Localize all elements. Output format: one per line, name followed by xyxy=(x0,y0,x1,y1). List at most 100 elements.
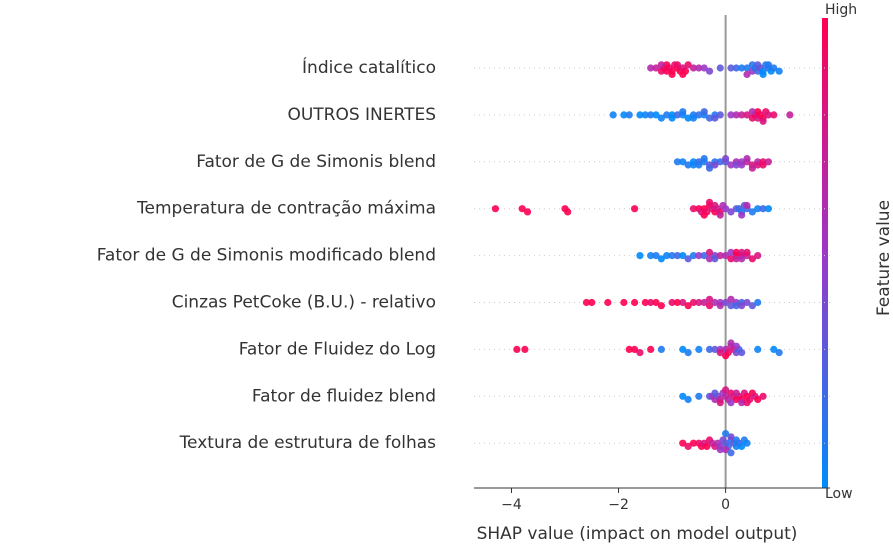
dot xyxy=(727,248,735,256)
y-tick-label: Fator de Fluidez do Log xyxy=(239,339,436,359)
dot xyxy=(754,395,762,404)
dot xyxy=(722,386,730,394)
dot xyxy=(711,345,719,353)
dot xyxy=(770,111,778,119)
dot xyxy=(705,198,714,206)
dot xyxy=(657,255,665,263)
dot xyxy=(679,108,687,116)
x-tick-label: 0 xyxy=(721,497,730,513)
dot xyxy=(716,111,724,119)
dot xyxy=(743,439,751,447)
dot xyxy=(700,108,708,116)
dot xyxy=(604,298,612,307)
dot xyxy=(625,111,633,119)
dot xyxy=(759,70,767,78)
colorbar-low: Low xyxy=(825,486,853,502)
dot xyxy=(491,205,500,213)
dot xyxy=(620,298,628,307)
dot xyxy=(716,446,724,454)
dot xyxy=(754,108,762,116)
dot xyxy=(743,248,751,256)
dot xyxy=(652,298,660,307)
colorbar xyxy=(822,18,828,488)
dot xyxy=(521,345,529,353)
dot xyxy=(759,392,767,400)
dot xyxy=(754,298,762,307)
dot xyxy=(764,111,773,119)
dot xyxy=(716,349,724,357)
dot xyxy=(673,298,682,307)
y-tick-label: Fator de G de Simonis modificado blend xyxy=(97,246,436,266)
dot xyxy=(641,298,649,307)
dot xyxy=(743,399,751,407)
dot xyxy=(705,67,714,75)
dot xyxy=(636,252,644,260)
dot xyxy=(663,61,671,69)
dot xyxy=(748,61,756,69)
dot xyxy=(705,255,714,263)
dot xyxy=(695,392,703,400)
y-tick-label: Índice catalítico xyxy=(302,56,436,78)
dot xyxy=(695,161,703,169)
dot xyxy=(705,302,714,310)
dot xyxy=(679,345,687,353)
dot xyxy=(652,252,660,260)
colorbar-label: Feature value xyxy=(874,200,893,316)
dot xyxy=(657,302,665,310)
dot xyxy=(684,114,692,122)
x-tick-label: −4 xyxy=(501,497,522,513)
dot xyxy=(652,111,660,119)
dot xyxy=(679,392,687,400)
dot xyxy=(727,208,735,216)
dot xyxy=(684,255,692,263)
dot xyxy=(588,298,596,307)
dot xyxy=(743,64,751,72)
dot xyxy=(759,161,767,169)
dot xyxy=(748,164,756,172)
dot xyxy=(727,295,735,303)
dot xyxy=(732,302,740,310)
dot xyxy=(625,345,633,353)
dot xyxy=(716,158,724,166)
dot xyxy=(647,298,655,307)
dot xyxy=(647,252,655,260)
dot xyxy=(641,111,649,119)
dot xyxy=(738,64,746,72)
dot xyxy=(711,114,719,122)
dot xyxy=(722,446,730,454)
dot xyxy=(727,161,735,169)
dot xyxy=(631,345,639,353)
dot xyxy=(657,114,665,122)
dot xyxy=(764,158,773,166)
dot xyxy=(663,111,671,119)
dot xyxy=(647,111,655,119)
dot xyxy=(609,111,617,119)
dot xyxy=(754,61,762,69)
dot xyxy=(668,298,676,307)
dot xyxy=(700,64,708,72)
dot xyxy=(738,211,746,219)
dot xyxy=(689,439,698,447)
dot xyxy=(711,298,719,307)
dot xyxy=(636,349,644,357)
dot xyxy=(748,302,756,310)
dot xyxy=(679,252,687,260)
dot xyxy=(705,345,714,353)
dot xyxy=(786,111,794,119)
dot xyxy=(759,117,767,125)
dot xyxy=(620,111,628,119)
dot xyxy=(754,205,762,213)
dot xyxy=(684,442,692,450)
dot xyxy=(582,298,591,307)
dot xyxy=(727,111,735,119)
x-tick-label: −2 xyxy=(608,497,629,513)
dot xyxy=(732,342,740,350)
dot xyxy=(513,345,521,353)
dot xyxy=(705,114,714,122)
dot xyxy=(700,298,708,307)
dot xyxy=(668,70,676,78)
dot xyxy=(657,61,665,69)
dot xyxy=(631,298,639,307)
dot xyxy=(743,70,751,78)
